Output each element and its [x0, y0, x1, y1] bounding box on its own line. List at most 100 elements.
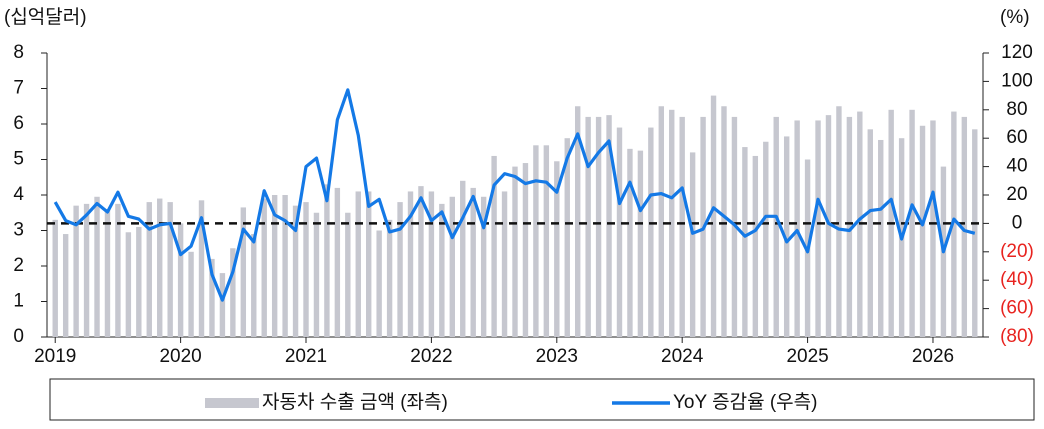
y-tick-label: 0 [13, 326, 24, 347]
bar [83, 203, 90, 337]
bar [94, 196, 100, 337]
y2-tick-label: (60) [1000, 298, 1034, 319]
bar [836, 106, 842, 337]
x-tick-label: 2025 [786, 346, 828, 367]
y2-tick-label: 40 [1006, 156, 1027, 177]
y2-tick-label: (20) [1000, 241, 1034, 262]
bar [366, 191, 372, 337]
x-tick-label: 2021 [285, 346, 327, 367]
bar [52, 219, 58, 337]
bar [710, 95, 717, 337]
bar [512, 166, 518, 337]
bar [815, 120, 821, 337]
bar [878, 139, 884, 337]
bar [282, 195, 288, 337]
bar [334, 187, 341, 337]
bar [961, 116, 968, 338]
bar [428, 191, 435, 337]
bar [794, 120, 800, 337]
y-tick-label: 6 [13, 113, 24, 134]
bar [345, 212, 351, 337]
y-tick-label: 1 [13, 291, 24, 312]
bar [261, 198, 267, 337]
bar [355, 191, 361, 337]
y-tick-label: 5 [13, 149, 24, 170]
bar [658, 106, 664, 337]
bar [846, 116, 853, 338]
bar [752, 155, 759, 337]
bar [240, 207, 247, 337]
y2-unit-label: (%) [1000, 7, 1030, 28]
bar [470, 187, 476, 337]
bar [407, 191, 414, 337]
bar [554, 161, 560, 337]
bar [522, 163, 529, 337]
bar [324, 184, 330, 337]
bar [386, 219, 393, 337]
bar [146, 202, 152, 337]
y-tick-label: 7 [13, 78, 24, 99]
bar [73, 205, 79, 337]
bar [564, 138, 570, 337]
bar [721, 106, 727, 337]
y-tick-label: 2 [13, 255, 24, 276]
bar [919, 125, 926, 338]
bar [418, 186, 424, 337]
bar [773, 116, 779, 338]
bar [209, 258, 215, 337]
y2-tick-label: 100 [1001, 70, 1033, 91]
y-tick-label: 3 [13, 220, 24, 241]
bar [491, 155, 497, 337]
bar [439, 203, 445, 337]
y2-tick-label: 20 [1006, 184, 1027, 205]
bar [460, 180, 466, 337]
x-tick-label: 2024 [661, 346, 704, 367]
bar [909, 109, 915, 337]
bar [689, 152, 696, 337]
legend-label: YoY 증감율 (우측) [673, 391, 817, 413]
bar [449, 196, 456, 337]
x-tick-label: 2023 [536, 346, 578, 367]
x-tick-label: 2022 [410, 346, 452, 367]
bar [167, 202, 173, 337]
bar [125, 232, 132, 337]
bar [742, 147, 748, 337]
bar [62, 234, 69, 337]
bar [397, 202, 403, 337]
y2-tick-label: (40) [1000, 269, 1034, 290]
bar [230, 248, 236, 337]
x-tick-label: 2026 [912, 346, 954, 367]
bar [177, 223, 184, 337]
bar [595, 116, 602, 338]
y-tick-label: 4 [13, 184, 24, 205]
x-tick-label: 2020 [159, 346, 201, 367]
bar [376, 230, 382, 337]
bar [188, 251, 194, 337]
y2-tick-label: 120 [1001, 42, 1033, 63]
y2-tick-label: 0 [1012, 212, 1023, 233]
bar [480, 196, 487, 337]
line [53, 88, 976, 302]
bar [679, 116, 685, 338]
bar [627, 148, 633, 337]
bar [867, 129, 873, 337]
bar [533, 145, 539, 337]
bar [104, 209, 111, 337]
bar [198, 200, 205, 337]
x-tick-label: 2019 [34, 346, 76, 367]
bar [219, 273, 226, 337]
bar [763, 141, 769, 337]
bar [292, 205, 299, 337]
legend-box [49, 378, 1035, 421]
bar [648, 127, 654, 337]
bar [606, 115, 612, 337]
bar [669, 109, 675, 337]
bar [115, 203, 121, 337]
bar [585, 116, 591, 338]
bar [157, 198, 163, 337]
bar [251, 234, 257, 337]
y2-tick-label: 60 [1006, 127, 1027, 148]
bar [271, 195, 278, 337]
bar [501, 191, 508, 337]
